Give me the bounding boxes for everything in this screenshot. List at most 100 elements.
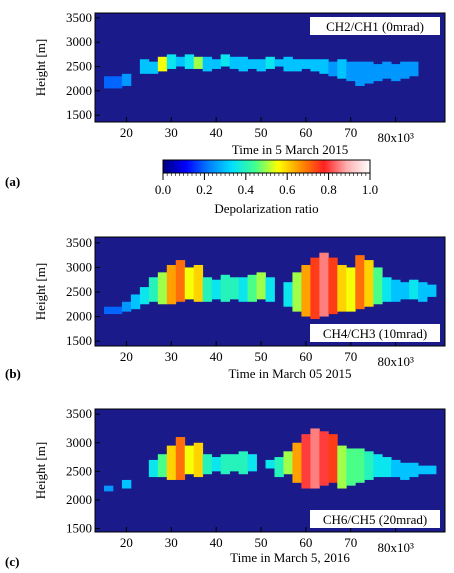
plot-frame (94, 408, 446, 533)
profile-cell (310, 257, 320, 319)
profile-cell (265, 277, 275, 302)
profile-cell (391, 279, 401, 302)
x-tick-label: 40 (210, 349, 223, 364)
x-tick-label: 20 (120, 535, 133, 550)
profile-cell (310, 428, 320, 489)
x-tick-label: 50 (255, 125, 268, 140)
heatmap (103, 428, 437, 492)
x-tick-label: 30 (165, 125, 178, 140)
y-tick-label: 2000 (66, 309, 92, 324)
profile-cell (301, 434, 311, 489)
annotation-box (310, 510, 440, 528)
profile-cell (400, 462, 410, 480)
x-axis-label: Time in March 05 2015 (228, 366, 351, 381)
y-tick-label: 1500 (66, 333, 92, 348)
y-tick-label: 3500 (66, 10, 92, 25)
profile-cell (355, 448, 365, 483)
y-axis-label: Height [m] (33, 442, 48, 499)
y-tick-label: 3000 (66, 259, 92, 274)
x-tick-label: 80x10³ (377, 540, 414, 555)
profile-cell (175, 56, 186, 67)
profile-cell (121, 73, 132, 86)
y-tick-label: 3500 (66, 406, 92, 421)
profile-cell (247, 274, 257, 302)
profile-cell (130, 294, 141, 310)
profile-cell (220, 274, 231, 302)
x-tick-label: 70 (344, 125, 357, 140)
profile-cell (247, 454, 257, 472)
x-tick-label: 30 (165, 349, 178, 364)
x-tick-label: 40 (210, 535, 223, 550)
profile-cell (121, 301, 132, 312)
profile-cell (256, 59, 266, 72)
annotation: CH6/CH5 (20mrad) (323, 512, 427, 527)
y-tick-label: 2500 (66, 59, 92, 74)
profile-cell (103, 485, 114, 492)
profile-cell (121, 479, 132, 489)
profile-cell (409, 462, 419, 478)
profile-cell (364, 451, 374, 480)
profile-cell (157, 454, 168, 478)
profile-cell (202, 277, 213, 302)
profile-cell (247, 59, 257, 69)
profile-cell (103, 306, 114, 315)
profile-cell (184, 445, 195, 475)
y-axis-label: Height [m] (33, 263, 48, 320)
profile-cell (229, 56, 239, 69)
colorbar-tick-label: 0.0 (155, 182, 171, 197)
profile-cell (292, 442, 302, 483)
profile-cell (319, 252, 329, 317)
y-tick-label: 2500 (66, 463, 92, 478)
profile-cell (346, 448, 356, 486)
profile-cell (355, 61, 365, 86)
profile-cell (310, 59, 320, 72)
x-tick-label: 40 (210, 125, 223, 140)
profile-cell (337, 445, 347, 489)
profile-cell (346, 267, 356, 312)
profile-cell (418, 465, 428, 475)
profile-cell (391, 459, 401, 478)
profile-cell (166, 54, 177, 69)
y-tick-label: 2000 (66, 83, 92, 98)
profile-cell (229, 277, 239, 300)
y-tick-label: 1500 (66, 107, 92, 122)
profile-cell (427, 465, 437, 475)
profile-cell (202, 454, 213, 475)
profile-cell (346, 61, 356, 82)
profile-cell (274, 457, 284, 478)
profile-cell (319, 431, 329, 486)
profile-cell (400, 61, 410, 79)
profile-cell (148, 61, 159, 74)
profile-cell (418, 282, 428, 302)
profile-cell (409, 279, 419, 300)
profile-cell (238, 56, 248, 72)
profile-cell (301, 59, 311, 69)
profile-cell (175, 260, 186, 302)
y-tick-label: 2500 (66, 284, 92, 299)
x-tick-label: 30 (165, 535, 178, 550)
colorbar-tick-label: 0.2 (196, 182, 212, 197)
profile-cell (292, 59, 302, 72)
y-tick-label: 3500 (66, 235, 92, 250)
heatmap (103, 54, 419, 89)
colorbar-tick-label: 0.6 (279, 182, 296, 197)
profile-cell (301, 264, 311, 317)
plot-frame (94, 12, 446, 123)
profile-cell (211, 59, 222, 69)
panel-label: (c) (5, 554, 19, 569)
profile-cell (112, 306, 123, 315)
profile-cell (220, 54, 231, 67)
panel-label: (a) (5, 174, 20, 189)
profile-cell (337, 59, 347, 79)
colorbar (162, 159, 371, 174)
profile-cell (139, 59, 150, 74)
heatmap (103, 252, 437, 319)
profile-cell (427, 284, 437, 297)
panel-label: (b) (5, 366, 21, 381)
profile-cell (148, 277, 159, 302)
profile-cell (202, 56, 213, 72)
profile-cell (238, 451, 248, 475)
profile-cell (400, 282, 410, 300)
profile-cell (382, 61, 392, 79)
